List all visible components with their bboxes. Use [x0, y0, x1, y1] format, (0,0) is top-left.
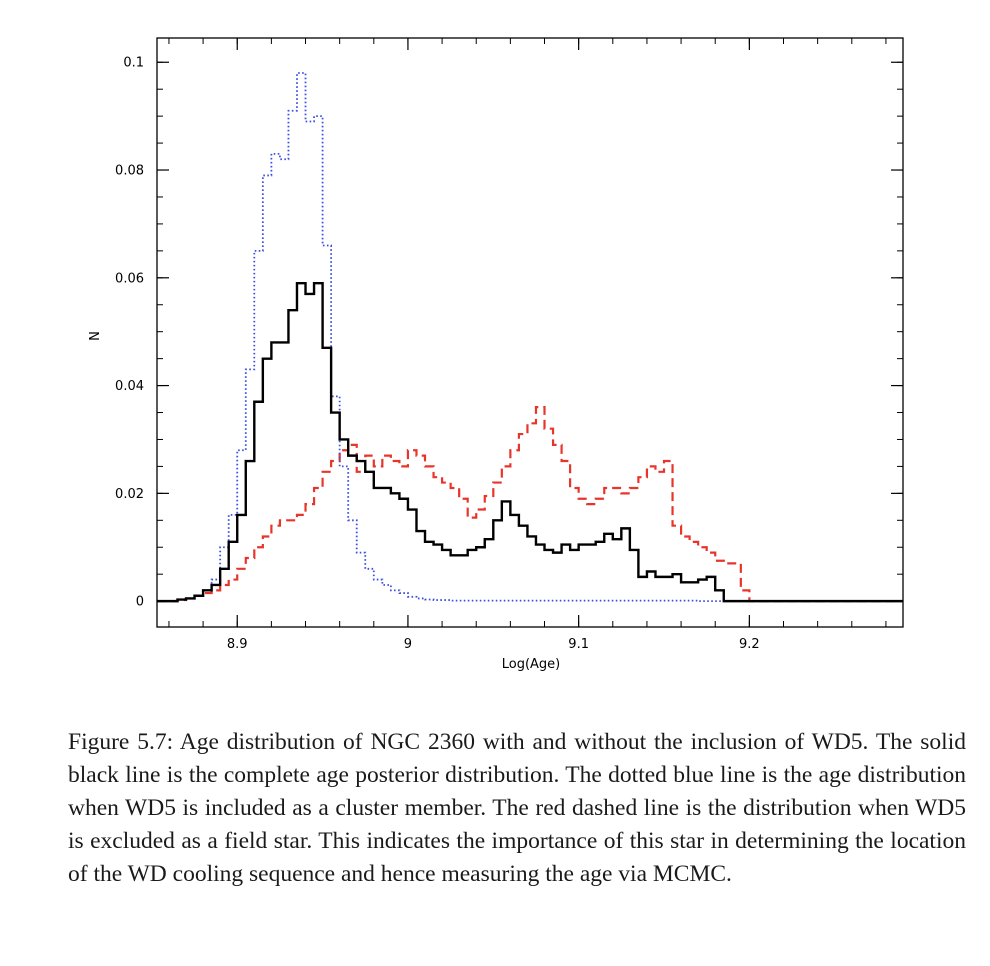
y-tick-labels: 0 0.02 0.04 0.06 0.08 0.1: [115, 56, 144, 610]
x-tick-label: 9.2: [739, 637, 760, 652]
x-tick-label: 8.9: [227, 637, 248, 652]
y-tick-label: 0.04: [115, 379, 144, 394]
x-tick-labels: 8.9 9 9.1 9.2: [227, 637, 760, 652]
y-tick-label: 0.02: [115, 487, 144, 502]
plot-border: [156, 37, 904, 628]
y-tick-label: 0.06: [115, 271, 144, 286]
y-tick-label: 0.08: [115, 164, 144, 179]
y-tick-label: 0: [136, 595, 144, 610]
figure-caption: Figure 5.7: Age distribution of NGC 2360…: [68, 729, 966, 887]
y-axis-label: N: [88, 331, 103, 341]
solid-series-line: [157, 281, 903, 603]
x-tick-label: 9: [404, 637, 412, 652]
series-layer: [157, 72, 903, 603]
dashed-series-line: [157, 406, 903, 603]
plot-frame: [156, 37, 904, 628]
y-tick-label: 0.1: [123, 56, 144, 71]
x-tick-label: 9.1: [568, 637, 589, 652]
age-distribution-chart: 8.9 9 9.1 9.2 0 0.02 0.04 0.06 0.08 0.1 Log(Age)…: [88, 37, 904, 672]
dotted-series-line: [157, 72, 903, 603]
major-ticks: [157, 38, 903, 627]
x-axis-label: Log(Age): [502, 657, 561, 672]
minor-ticks: [157, 38, 903, 627]
